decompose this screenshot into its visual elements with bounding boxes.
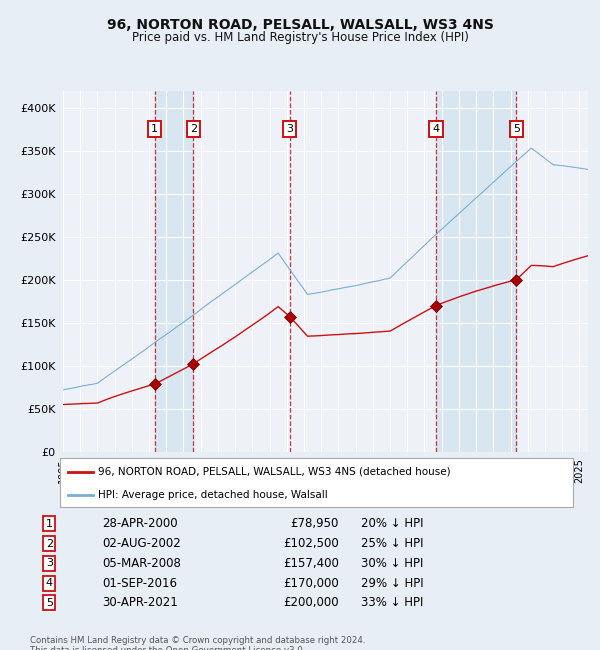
Text: 96, NORTON ROAD, PELSALL, WALSALL, WS3 4NS: 96, NORTON ROAD, PELSALL, WALSALL, WS3 4… bbox=[107, 18, 493, 32]
Text: £102,500: £102,500 bbox=[283, 537, 339, 550]
Text: 4: 4 bbox=[433, 124, 440, 134]
Text: £170,000: £170,000 bbox=[283, 577, 339, 590]
Text: 29% ↓ HPI: 29% ↓ HPI bbox=[361, 577, 424, 590]
Text: 3: 3 bbox=[46, 558, 53, 568]
Text: 30-APR-2021: 30-APR-2021 bbox=[102, 597, 178, 610]
Text: 3: 3 bbox=[286, 124, 293, 134]
Text: 02-AUG-2002: 02-AUG-2002 bbox=[102, 537, 181, 550]
Text: 30% ↓ HPI: 30% ↓ HPI bbox=[361, 557, 424, 570]
Text: Contains HM Land Registry data © Crown copyright and database right 2024.
This d: Contains HM Land Registry data © Crown c… bbox=[30, 636, 365, 650]
Text: 28-APR-2000: 28-APR-2000 bbox=[102, 517, 178, 530]
Text: 5: 5 bbox=[513, 124, 520, 134]
Text: 05-MAR-2008: 05-MAR-2008 bbox=[102, 557, 181, 570]
Text: Price paid vs. HM Land Registry's House Price Index (HPI): Price paid vs. HM Land Registry's House … bbox=[131, 31, 469, 44]
Text: 1: 1 bbox=[151, 124, 158, 134]
Text: 25% ↓ HPI: 25% ↓ HPI bbox=[361, 537, 424, 550]
Text: 33% ↓ HPI: 33% ↓ HPI bbox=[361, 597, 424, 610]
Text: 2: 2 bbox=[46, 539, 53, 549]
Text: £157,400: £157,400 bbox=[283, 557, 339, 570]
Bar bbox=[436, 91, 516, 452]
Text: 2: 2 bbox=[190, 124, 197, 134]
Text: £78,950: £78,950 bbox=[291, 517, 339, 530]
Text: 20% ↓ HPI: 20% ↓ HPI bbox=[361, 517, 424, 530]
Text: HPI: Average price, detached house, Walsall: HPI: Average price, detached house, Wals… bbox=[98, 490, 328, 500]
Text: 01-SEP-2016: 01-SEP-2016 bbox=[102, 577, 177, 590]
Text: 96, NORTON ROAD, PELSALL, WALSALL, WS3 4NS (detached house): 96, NORTON ROAD, PELSALL, WALSALL, WS3 4… bbox=[98, 467, 451, 477]
Text: £200,000: £200,000 bbox=[283, 597, 339, 610]
Text: 4: 4 bbox=[46, 578, 53, 588]
Text: 5: 5 bbox=[46, 598, 53, 608]
Bar bbox=[155, 91, 193, 452]
Text: 1: 1 bbox=[46, 519, 53, 529]
